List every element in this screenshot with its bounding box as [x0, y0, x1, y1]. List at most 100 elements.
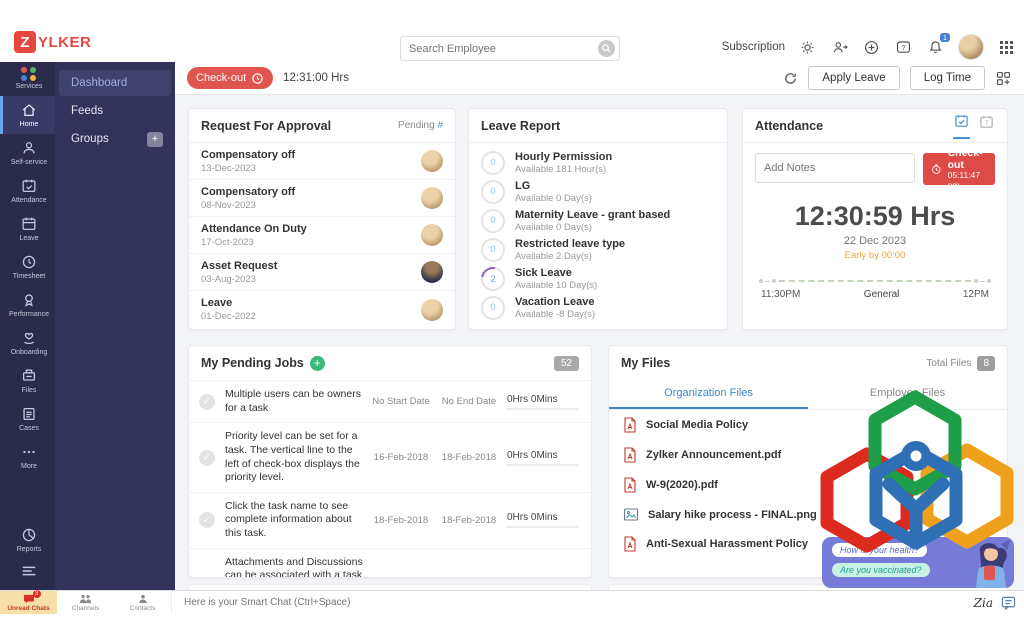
card-title: My Files	[621, 356, 671, 370]
approval-row[interactable]: Leave 01-Dec-2022	[189, 291, 455, 328]
search-input[interactable]	[401, 42, 598, 55]
pdf-icon	[624, 417, 636, 433]
jobs-count-badge: 52	[553, 355, 579, 371]
logged-hours[interactable]: 0Hrs 0Mins	[507, 394, 579, 410]
sidebar-item-onboarding[interactable]: Onboarding	[0, 324, 55, 362]
file-row[interactable]: Anti-Sexual Harassment Policy	[609, 529, 1007, 559]
sidebar-item-timesheet[interactable]: Timesheet	[0, 248, 55, 286]
apply-leave-button[interactable]: Apply Leave	[808, 66, 900, 90]
requester-avatar	[421, 298, 443, 321]
leave-type-row[interactable]: 0 LG Available 0 Day(s)	[469, 177, 727, 206]
sidebar-item-services[interactable]: Services	[0, 62, 55, 96]
pdf-icon	[624, 447, 636, 463]
leave-type-row[interactable]: 2 Sick Leave Available 10 Day(s)	[469, 261, 727, 296]
task-name[interactable]: Click the task name to see complete info…	[225, 499, 352, 540]
sidebar-item-performance[interactable]: Performance	[0, 286, 55, 324]
file-row[interactable]: Zylker Announcement.pdf	[609, 440, 1007, 470]
leave-type-row[interactable]: 0 Maternity Leave - grant based Available…	[469, 206, 727, 235]
attendance-timer: 12:30:59 Hrs	[794, 201, 956, 231]
sidebar-item-more[interactable]: More	[0, 438, 55, 476]
subnav-item-groups[interactable]: Groups +	[59, 126, 171, 152]
attendance-calendar-view-icon[interactable]: 7	[978, 114, 995, 138]
reports-icon	[22, 528, 36, 542]
sidebar-item-cases[interactable]: Cases	[0, 400, 55, 438]
customize-dashboard-icon[interactable]	[995, 70, 1012, 87]
sidebar-collapse-menu[interactable]	[0, 559, 55, 590]
pending-link[interactable]: Pending #	[397, 120, 443, 131]
clock-icon	[252, 72, 263, 84]
unread-count-badge: 3	[32, 589, 41, 598]
attendance-checkin-view-icon[interactable]	[953, 113, 970, 139]
home-subnav: Dashboard Feeds Groups +	[55, 62, 175, 590]
more-icon	[23, 450, 35, 454]
approval-row[interactable]: Compensatory off 08-Nov-2023	[189, 180, 455, 217]
task-name[interactable]: Multiple users can be owners for a task	[225, 388, 361, 414]
logo-mark: Z	[14, 31, 36, 53]
logged-hours[interactable]: 0Hrs 0Mins	[507, 512, 579, 529]
file-row[interactable]: Salary hike process - FINAL.png	[609, 500, 1007, 529]
add-job-button[interactable]: +	[309, 355, 325, 371]
subnav-item-feeds[interactable]: Feeds	[71, 105, 103, 117]
sidebar-item-reports[interactable]: Reports	[0, 521, 55, 559]
pdf-icon	[624, 477, 636, 493]
tab-employee-files[interactable]: Employee Files	[869, 387, 946, 399]
notifications-bell-icon[interactable]: 1	[926, 32, 950, 57]
search-icon[interactable]	[598, 40, 615, 57]
file-row[interactable]: W-9(2020).pdf	[609, 470, 1007, 500]
subnav-item-dashboard[interactable]: Dashboard	[59, 70, 171, 96]
user-avatar[interactable]	[958, 34, 984, 60]
subscription-link[interactable]: Subscription	[721, 41, 785, 53]
complete-task-checkbox[interactable]: ✓	[199, 512, 215, 529]
add-group-button[interactable]: +	[147, 131, 163, 147]
pdf-icon	[624, 536, 636, 552]
approval-row[interactable]: Compensatory off 13-Dec-2023	[189, 143, 455, 180]
leave-type-row[interactable]: 0 Restricted leave type Available 2 Day(s…	[469, 235, 727, 264]
attendance-checkout-button[interactable]: Check-out 05:11:47 pm	[923, 147, 995, 189]
log-time-button[interactable]: Log Time	[909, 66, 985, 90]
contacts-tab[interactable]: Contacts	[114, 591, 171, 614]
complete-task-checkbox[interactable]: ✓	[199, 449, 215, 466]
apps-grid-icon[interactable]	[997, 38, 1016, 57]
help-icon[interactable]: ?	[894, 38, 913, 57]
employee-search[interactable]	[400, 36, 620, 61]
sidebar-item-attendance[interactable]: Attendance	[0, 172, 55, 210]
job-row: ✓ Attachments and Discussions can be ass…	[189, 547, 591, 578]
bell-badge: 1	[939, 32, 950, 42]
shift-start-time: 11:30PM	[761, 289, 801, 300]
channels-tab[interactable]: Channels	[57, 591, 114, 614]
add-circle-icon[interactable]	[862, 38, 881, 57]
shift-end-time: 12PM	[962, 289, 989, 300]
file-row[interactable]: Social Media Policy	[609, 410, 1007, 440]
zylker-logo[interactable]: Z YLKER	[14, 31, 91, 53]
checkout-pill-button[interactable]: Check-out	[187, 67, 274, 89]
top-header: Z YLKER Subscription ?	[0, 0, 1024, 62]
hamburger-icon	[22, 566, 36, 576]
smart-chat-input[interactable]	[171, 591, 974, 614]
logo-text: YLKER	[38, 33, 92, 51]
complete-task-checkbox[interactable]: ✓	[199, 393, 215, 410]
cases-icon	[23, 407, 35, 421]
chat-history-icon[interactable]	[1001, 596, 1016, 610]
add-notes-input[interactable]	[755, 153, 915, 183]
unread-chats-tab[interactable]: 3 Unread Chats	[0, 589, 57, 614]
job-row: ✓ Priority level can be set for a task. …	[189, 422, 591, 492]
sidebar-item-self-service[interactable]: Self-service	[0, 134, 55, 172]
sidebar-item-home[interactable]: Home	[0, 96, 55, 134]
task-name[interactable]: Attachments and Discussions can be assoc…	[225, 555, 366, 578]
sidebar-item-leave[interactable]: Leave	[0, 210, 55, 248]
settings-gear-icon[interactable]	[798, 38, 817, 57]
task-name[interactable]: Priority level can be set for a task. Th…	[225, 430, 360, 484]
sidebar-item-files[interactable]: Files	[0, 362, 55, 400]
performance-icon	[25, 294, 33, 307]
approval-row[interactable]: Asset Request 03-Aug-2023	[189, 254, 455, 291]
leave-type-row[interactable]: 0 Hourly Permission Available 181 Hour(s)	[469, 148, 727, 177]
approval-row[interactable]: Attendance On Duty 17-Oct-2023	[189, 217, 455, 254]
zia-chat-widget[interactable]: How is your health? Are you vaccinated?	[822, 537, 1014, 588]
user-switch-icon[interactable]	[830, 38, 849, 57]
leave-type-row[interactable]: 0 Vacation Leave Available -8 Day(s)	[469, 293, 727, 322]
requester-avatar	[421, 187, 443, 209]
tab-organization-files[interactable]: Organization Files	[609, 380, 808, 409]
logged-hours[interactable]: 0Hrs 0Mins	[507, 450, 579, 466]
zia-button[interactable]: Zia	[973, 595, 993, 610]
refresh-icon[interactable]	[783, 71, 798, 86]
